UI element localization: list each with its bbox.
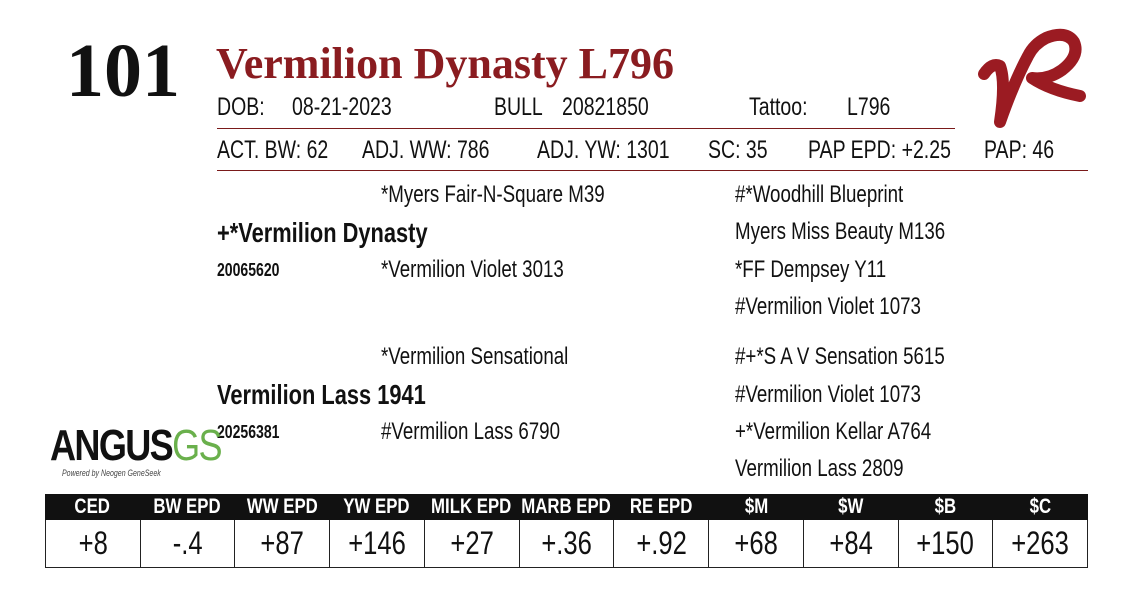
epd-cell: +146 xyxy=(329,520,424,567)
divider xyxy=(217,128,955,129)
stat: PAP: 46 xyxy=(984,136,1055,164)
epd-cell: $C xyxy=(993,494,1088,520)
info-label: BULL xyxy=(494,93,543,121)
dam-name: Vermilion Lass 1941 xyxy=(217,379,426,410)
epd-cell: MILK EPD xyxy=(424,494,519,520)
epd-cell: +8 xyxy=(46,520,140,567)
epd-cell: +68 xyxy=(708,520,803,567)
brand-logo xyxy=(978,28,1086,128)
registration: 20065620 xyxy=(217,260,280,280)
epd-cell: BW EPD xyxy=(140,494,235,520)
epd-header: BW EPD xyxy=(153,495,221,518)
epd-value: +68 xyxy=(734,525,778,561)
epd-value-row: +8 -.4 +87 +146 +27 +.36 +.92 +68 +84 +150 +263 xyxy=(45,520,1088,568)
pedigree-entry: #*Woodhill Blueprint xyxy=(735,181,904,208)
lot-number: 101 xyxy=(66,29,180,113)
epd-header: MARB EPD xyxy=(521,495,612,518)
pedigree-entry: #+*S A V Sensation 5615 xyxy=(735,343,945,370)
pedigree-entry: Myers Miss Beauty M136 xyxy=(735,218,946,245)
epd-cell: +.92 xyxy=(613,520,708,567)
epd-cell: +27 xyxy=(423,520,519,567)
epd-table: CED BW EPD WW EPD YW EPD MILK EPD MARB EPD RE … xyxy=(45,494,1088,568)
epd-cell: YW EPD xyxy=(329,494,424,520)
epd-value: +.92 xyxy=(636,525,687,561)
logo-tagline: Powered by Neogen GeneSeek xyxy=(62,468,161,478)
pedigree-entry: +*Vermilion Kellar A764 xyxy=(735,418,932,445)
pedigree-entry: #Vermilion Lass 6790 xyxy=(381,418,560,445)
epd-value: -.4 xyxy=(172,525,203,561)
epd-header: $B xyxy=(934,495,957,518)
divider xyxy=(217,170,1088,171)
pedigree-entry: *FF Dempsey Y11 xyxy=(735,256,887,283)
epd-cell: +263 xyxy=(992,520,1087,567)
pedigree-entry: #Vermilion Violet 1073 xyxy=(735,293,921,320)
epd-header: CED xyxy=(74,495,111,518)
epd-value: +.36 xyxy=(541,525,592,561)
epd-value: +8 xyxy=(78,525,108,561)
animal-name: Vermilion Dynasty L796 xyxy=(216,39,674,88)
epd-value: +87 xyxy=(260,525,305,561)
epd-header: $C xyxy=(1029,495,1052,518)
stat: ACT. BW: 62 xyxy=(217,136,329,164)
stat: PAP EPD: +2.25 xyxy=(808,136,951,164)
pedigree-entry: *Vermilion Violet 3013 xyxy=(381,256,564,283)
sire-name: +*Vermilion Dynasty xyxy=(217,217,428,248)
stat: SC: 35 xyxy=(708,136,768,164)
epd-cell: WW EPD xyxy=(235,494,330,520)
epd-header: MILK EPD xyxy=(431,495,512,518)
epd-cell: CED xyxy=(45,494,140,520)
epd-cell: +.36 xyxy=(518,520,614,567)
pedigree-entry: #Vermilion Violet 1073 xyxy=(735,381,921,408)
epd-cell: $W xyxy=(804,494,899,520)
epd-value: +27 xyxy=(450,525,494,561)
epd-cell: +84 xyxy=(802,520,898,567)
info-value: L796 xyxy=(847,93,891,121)
epd-cell: RE EPD xyxy=(614,494,709,520)
epd-header: WW EPD xyxy=(246,495,318,518)
pedigree-entry: *Vermilion Sensational xyxy=(381,343,569,370)
stat: ADJ. YW: 1301 xyxy=(537,136,670,164)
info-label: DOB: xyxy=(217,93,265,121)
epd-cell: $M xyxy=(709,494,804,520)
logo-main: ANGUS xyxy=(50,421,174,470)
epd-cell: +87 xyxy=(234,520,329,567)
logo-accent: GS xyxy=(172,421,222,470)
logo-text: ANGUSGS xyxy=(50,421,223,470)
epd-header: $M xyxy=(744,495,768,518)
registration: 20256381 xyxy=(217,422,280,442)
epd-value: +263 xyxy=(1011,525,1070,561)
epd-header: YW EPD xyxy=(343,495,410,518)
epd-value: +150 xyxy=(916,525,975,561)
info-value: 08-21-2023 xyxy=(292,93,392,121)
epd-cell: -.4 xyxy=(139,520,235,567)
stat: ADJ. WW: 786 xyxy=(362,136,490,164)
epd-value: +146 xyxy=(348,525,406,561)
epd-header: RE EPD xyxy=(630,495,693,518)
epd-cell: MARB EPD xyxy=(519,494,614,520)
epd-value: +84 xyxy=(829,525,873,561)
info-value: 20821850 xyxy=(562,93,649,121)
epd-cell: +150 xyxy=(897,520,993,567)
pedigree-entry: Vermilion Lass 2809 xyxy=(735,455,904,482)
epd-cell: $B xyxy=(898,494,993,520)
info-label: Tattoo: xyxy=(749,93,808,121)
epd-header-row: CED BW EPD WW EPD YW EPD MILK EPD MARB EPD RE … xyxy=(45,494,1088,520)
pedigree-entry: *Myers Fair-N-Square M39 xyxy=(381,181,605,208)
brand-mark xyxy=(978,28,1086,128)
epd-header: $W xyxy=(838,495,864,518)
